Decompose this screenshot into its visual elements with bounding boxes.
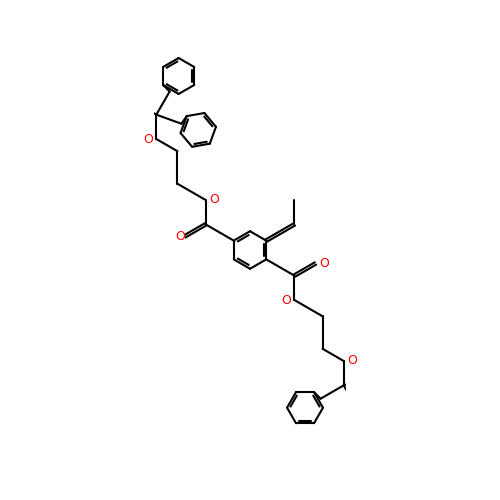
Text: O: O [175, 230, 185, 243]
Text: O: O [347, 354, 357, 368]
Text: O: O [281, 294, 291, 306]
Text: O: O [143, 132, 153, 145]
Text: O: O [209, 194, 219, 206]
Text: O: O [319, 257, 329, 270]
